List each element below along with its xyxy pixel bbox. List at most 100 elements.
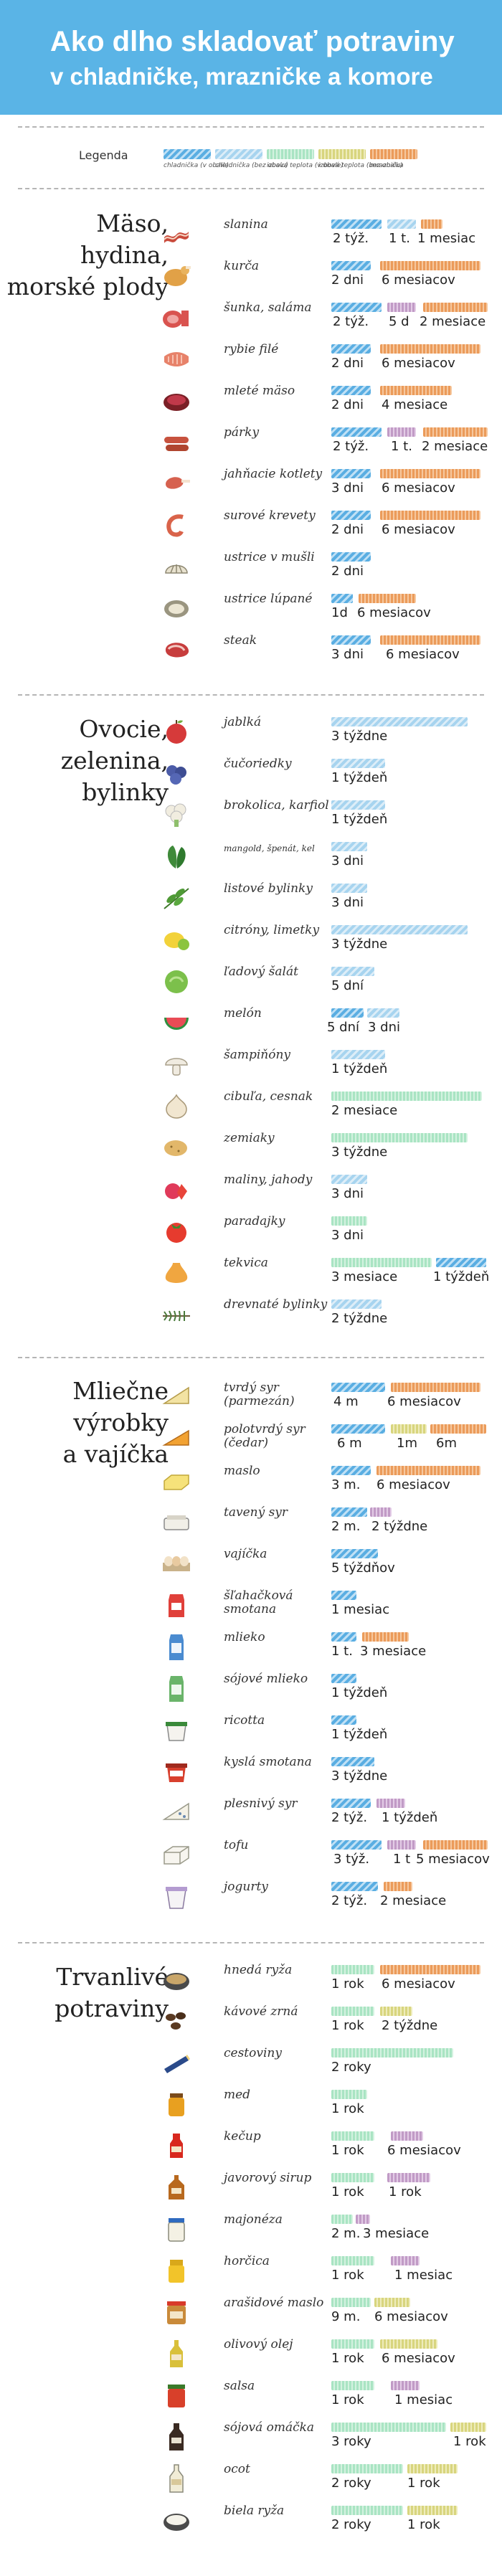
storage-bar <box>391 1424 427 1434</box>
soy-sauce-icon <box>161 2422 191 2452</box>
storage-bar <box>331 635 371 645</box>
duration-label: 1 týždeň <box>331 812 388 827</box>
storage-bar <box>331 469 371 478</box>
food-row: jogurty 2 týž. 2 mesiace <box>0 1875 502 1916</box>
pasta-icon <box>161 2047 191 2078</box>
storage-bar <box>331 1424 385 1434</box>
food-name: rybie filé <box>224 342 279 356</box>
storage-bar <box>331 2007 374 2016</box>
storage-bar <box>331 2131 374 2141</box>
storage-bar <box>331 2464 403 2473</box>
duration-label: 4 mesiace <box>382 397 448 412</box>
food-row: citróny, limetky 3 týždne <box>0 918 502 960</box>
storage-bar <box>331 2090 367 2099</box>
storage-bar <box>376 1466 480 1475</box>
food-row: hnedá ryža 1 rok 6 mesiacov <box>0 1958 502 1999</box>
food-name: ocot <box>224 2462 250 2476</box>
storage-bar <box>380 511 480 520</box>
broccoli-icon <box>161 800 191 830</box>
legend-swatch <box>318 149 366 159</box>
food-name: šľahačková smotana <box>224 1588 293 1616</box>
squash-icon <box>161 1257 191 1287</box>
section-title-line: morské plody <box>6 273 169 300</box>
storage-bar <box>391 2256 420 2265</box>
duration-label: 2 m. <box>331 2226 361 2241</box>
duration-label: 1 t. <box>391 439 412 454</box>
duration-label: 3 dni <box>331 1186 364 1201</box>
brown-rice-icon <box>161 1964 191 1994</box>
storage-bar <box>331 1965 374 1974</box>
food-name: šampiňóny <box>224 1048 291 1062</box>
storage-bar <box>331 842 367 851</box>
storage-bar <box>367 1008 399 1018</box>
food-name: slanina <box>224 217 268 232</box>
food-name: tvrdý syr (parmezán) <box>224 1381 295 1408</box>
duration-label: 2 týž. <box>331 1810 368 1825</box>
food-row: šampiňóny 1 týždeň <box>0 1043 502 1084</box>
food-row: jahňacie kotlety 3 dni 6 mesiacov <box>0 462 502 503</box>
vinegar-icon <box>161 2463 191 2494</box>
duration-label: 3 dni <box>331 895 364 910</box>
fish-fillet-icon <box>161 344 191 374</box>
duration-label: 3 mesiace <box>363 2226 430 2241</box>
lemon-icon <box>161 924 191 955</box>
food-row: zemiaky 3 týždne <box>0 1126 502 1168</box>
food-row: cestoviny 2 roky <box>0 2041 502 2083</box>
duration-label: 5 dní <box>327 1020 360 1035</box>
storage-bar <box>391 1383 480 1392</box>
section-title-line: a vajíčka <box>62 1440 169 1468</box>
legend-swatch <box>370 149 417 159</box>
duration-label: 1 mesiac <box>331 1602 390 1617</box>
storage-bar <box>423 303 488 312</box>
duration-label: 2 týždne <box>371 1519 428 1534</box>
storage-bar <box>391 2381 420 2390</box>
legend-text: chladnička (bez obalu) <box>215 162 288 169</box>
duration-label: 3 mesiace <box>360 1644 427 1659</box>
storage-bar <box>331 884 367 893</box>
page-title: Ako dlho skladovať potraviny <box>50 26 455 57</box>
duration-label: 6 mesiacov <box>357 605 431 620</box>
section-title-produce: Ovocie, zelenina, bylinky <box>61 714 169 808</box>
apple-icon <box>161 716 191 747</box>
section-title-line: Mliečne <box>72 1377 169 1405</box>
coffee-beans-icon <box>161 2006 191 2036</box>
storage-bar <box>331 1507 367 1517</box>
storage-bar <box>423 427 488 437</box>
storage-bar <box>380 2339 437 2349</box>
duration-label: 9 m. <box>331 2309 361 2324</box>
food-name: tavený syr <box>224 1505 288 1520</box>
duration-label: 3 týždne <box>331 729 388 744</box>
food-row: maliny, jahody 3 dni <box>0 1168 502 1209</box>
duration-label: 5 mesiacov <box>416 1852 490 1867</box>
storage-bar <box>430 1424 486 1434</box>
duration-label: 3 týž. <box>333 1852 370 1867</box>
food-name: mleté mäso <box>224 384 295 398</box>
duration-label: 1 rok <box>453 2434 486 2449</box>
legend-swatch <box>215 149 262 159</box>
food-name: brokolica, karfiol <box>224 798 329 813</box>
storage-bar <box>387 303 416 312</box>
food-name: cibuľa, cesnak <box>224 1089 313 1104</box>
food-name: arašidové maslo <box>224 2296 324 2310</box>
food-name: kurča <box>224 259 260 273</box>
storage-bar <box>421 219 442 229</box>
storage-bar <box>331 1258 432 1267</box>
white-rice-icon <box>161 2505 191 2535</box>
duration-label: 1 rok <box>331 2101 364 2116</box>
header-banner: Ako dlho skladovať potraviny v chladničk… <box>0 0 502 115</box>
food-row: párky 2 týž. 1 t. 2 mesiace <box>0 420 502 462</box>
duration-label: 6 mesiacov <box>382 273 455 288</box>
duration-label: 3 týždne <box>331 1768 388 1784</box>
food-name: salsa <box>224 2379 255 2393</box>
duration-label: 3 roky <box>331 2434 371 2449</box>
food-name: plesnivý syr <box>224 1796 298 1811</box>
food-name: ľadový šalát <box>224 965 298 979</box>
food-name: drevnaté bylinky <box>224 1297 328 1312</box>
ham-icon <box>161 302 191 332</box>
legend-item-fridge-packaged: chladnička (v obale) <box>164 149 229 169</box>
food-name: tekvica <box>224 1256 268 1270</box>
food-row: mangold, špenát, kel 3 dni <box>0 835 502 876</box>
storage-bar <box>331 759 385 768</box>
sausage-icon <box>161 427 191 457</box>
maple-syrup-icon <box>161 2172 191 2202</box>
